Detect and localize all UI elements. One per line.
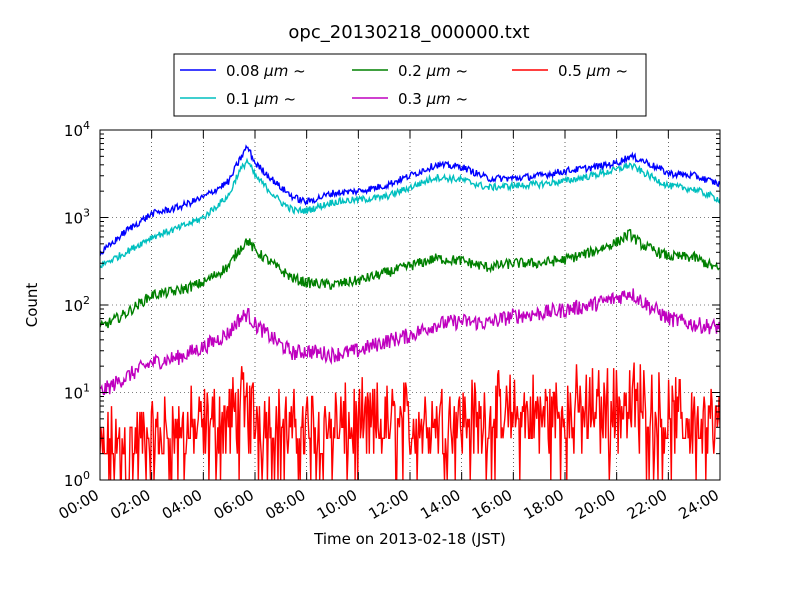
series-line-0.08 [100,144,720,257]
x-tick-label: 10:00 [314,486,360,523]
y-tick-label: 100 [64,469,90,490]
series-line-0.3 [100,288,720,396]
x-tick-label: 20:00 [572,486,618,523]
x-tick-label: 16:00 [469,486,515,523]
x-tick-label: 06:00 [211,486,257,523]
y-tick-label: 104 [64,119,90,140]
x-axis-tick-labels: 00:00 02:00 04:00 06:00 08:00 10:00 12:00 14:00… [56,486,722,523]
series-line-0.5 [100,362,720,480]
legend-entry: 0.5 μm ~ [558,62,628,80]
series-group [100,144,720,480]
x-tick-label: 04:00 [159,486,205,523]
y-axis-label: Count [23,283,41,328]
legend-entry: 0.2 μm ~ [398,62,468,80]
y-tick-label: 103 [64,207,90,228]
y-tick-label: 102 [64,294,90,315]
legend: 0.08 μm ~ 0.1 μm ~ 0.2 μm ~ 0.3 μm ~ 0.5 μm … [173,53,647,117]
y-axis-tick-labels: 100 101 102 103 104 [64,119,90,490]
legend-entry: 0.08 μm ~ [226,62,306,80]
x-tick-label: 02:00 [107,486,153,523]
x-tick-label: 22:00 [624,486,670,523]
axis-ticks [99,129,721,481]
x-tick-label: 24:00 [676,486,722,523]
y-tick-label: 101 [64,382,90,403]
legend-entry: 0.1 μm ~ [226,90,296,108]
x-tick-label: 18:00 [521,486,567,523]
series-line-0.2 [100,228,720,329]
legend-box [173,53,647,117]
x-tick-label: 14:00 [417,486,463,523]
chart-title: opc_20130218_000000.txt [288,22,529,43]
series-line-0.1 [100,157,720,269]
x-axis-label: Time on 2013-02-18 (JST) [313,530,506,548]
legend-entry: 0.3 μm ~ [398,90,468,108]
x-tick-label: 08:00 [262,486,308,523]
x-tick-label: 12:00 [366,486,412,523]
x-tick-label: 00:00 [56,486,102,523]
